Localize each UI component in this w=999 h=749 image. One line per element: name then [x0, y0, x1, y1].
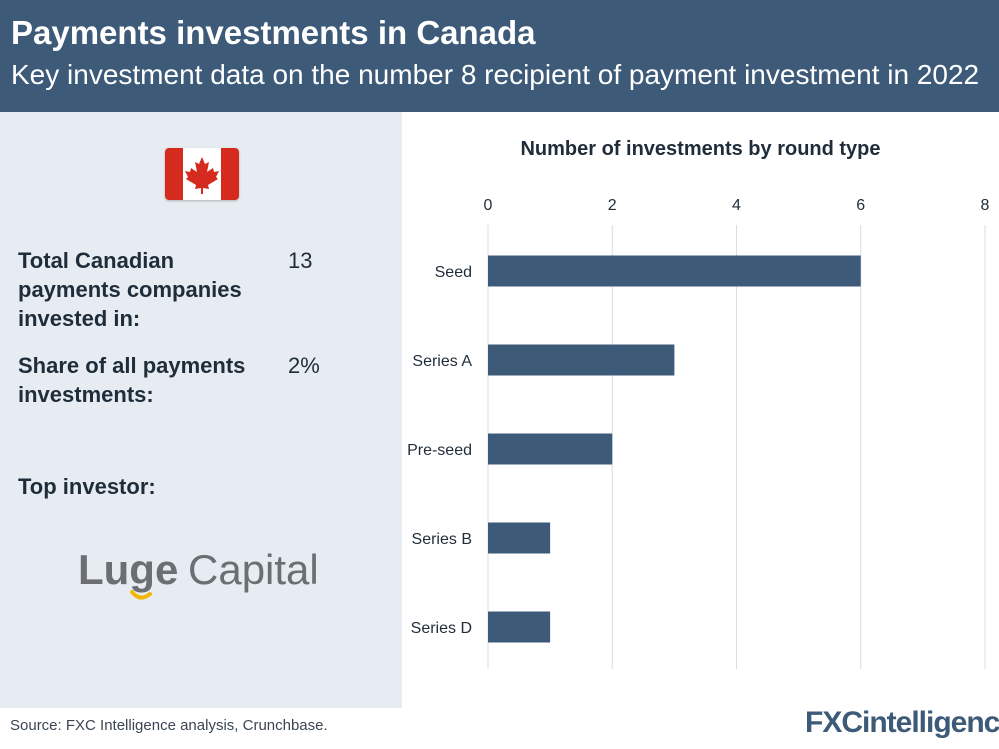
companies-count-label: Total Canadian payments companies invest… [18, 248, 242, 331]
x-tick-label-2: 2 [608, 197, 617, 214]
logo-accent-swoosh [130, 590, 152, 600]
logo-word-luge: Luge [78, 546, 178, 593]
bar-chart: 0 2 4 6 8 Seed Series A Pre-seed Series B Series … [407, 197, 990, 669]
x-tick-label-8: 8 [981, 197, 990, 214]
bar-series-d [488, 611, 551, 643]
bar-series-b [488, 522, 551, 554]
category-label-series-d: Series D [411, 620, 472, 637]
fxc-intelligence-logo: FXCintelligence™ [805, 706, 999, 740]
page-title: Payments investments in Canada [11, 14, 536, 51]
category-label-pre-seed: Pre-seed [407, 442, 472, 459]
category-label-series-b: Series B [412, 531, 472, 548]
header-banner: Payments investments in Canada Key inves… [0, 0, 999, 112]
bar-pre-seed [488, 433, 613, 465]
investment-share-value: 2% [288, 353, 320, 378]
x-tick-label-4: 4 [732, 197, 741, 214]
investment-share-label: Share of all payments investments: [18, 353, 246, 407]
x-tick-label-0: 0 [484, 197, 493, 214]
category-label-seed: Seed [435, 264, 472, 281]
brand-fxc: FXC [805, 706, 863, 739]
page-subtitle: Key investment data on the number 8 reci… [11, 59, 980, 90]
luge-capital-logo: Luge Capital [78, 540, 328, 610]
bar-series-a [488, 344, 675, 376]
x-tick-label-6: 6 [856, 197, 865, 214]
stats-panel [0, 112, 402, 708]
canada-flag-icon [165, 148, 239, 200]
bar-seed [488, 255, 861, 287]
brand-intelligence: intelligence [862, 706, 999, 739]
category-label-series-a: Series A [412, 353, 472, 370]
top-investor-label: Top investor: [18, 474, 156, 499]
logo-word-capital: Capital [188, 546, 319, 593]
source-note: Source: FXC Intelligence analysis, Crunc… [10, 717, 328, 734]
companies-count-value: 13 [288, 248, 313, 273]
chart-title: Number of investments by round type [520, 138, 881, 160]
